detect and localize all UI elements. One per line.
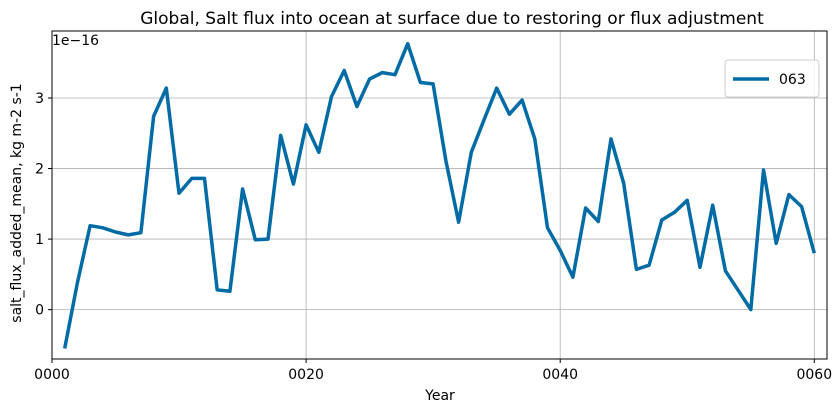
x-axis: 0000 0020 0040 0060 — [34, 359, 832, 383]
plot-frame — [51, 30, 828, 360]
y-tick-label: 3 — [35, 91, 44, 107]
series-layer — [62, 41, 816, 349]
y-axis-title: salt_flux_added_mean, kg m-2 s-1 — [9, 83, 25, 322]
x-tick-label: 0020 — [288, 367, 324, 383]
legend-label: 063 — [779, 72, 806, 88]
y-axis-offset-label: 1e−16 — [52, 33, 99, 49]
x-tick-label: 0000 — [34, 367, 70, 383]
legend: 063 — [724, 59, 820, 98]
y-tick-label: 2 — [35, 162, 44, 178]
x-tick-label: 0060 — [796, 367, 832, 383]
series-line-0 — [62, 41, 816, 349]
y-axis: 0 1 2 3 — [35, 91, 52, 319]
y-tick-label: 0 — [35, 303, 44, 319]
legend-box — [724, 59, 820, 98]
x-tick-label: 0040 — [542, 367, 578, 383]
grid — [51, 31, 827, 359]
chart-title: Global, Salt flux into ocean at surface … — [140, 9, 764, 29]
x-axis-title: Year — [424, 388, 455, 404]
y-tick-label: 1 — [35, 232, 44, 248]
